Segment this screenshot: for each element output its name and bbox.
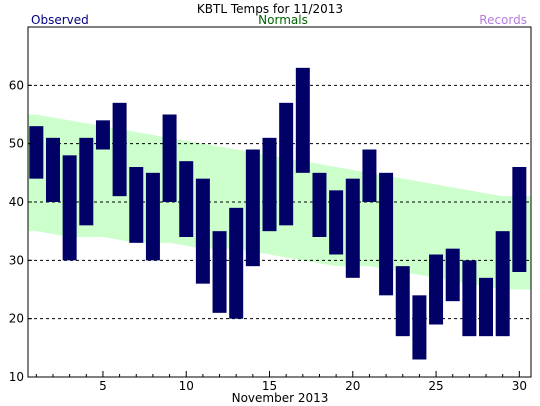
observed-bar-day-28 (479, 277, 494, 337)
observed-bar-day-27 (462, 260, 477, 337)
observed-bar-day-29 (495, 231, 510, 337)
observed-bar-day-21 (362, 149, 377, 202)
observed-bar-day-12 (212, 231, 227, 313)
observed-bar-day-19 (329, 190, 344, 255)
y-tick-label-20: 20 (9, 312, 24, 326)
y-tick-label-50: 50 (9, 137, 24, 151)
observed-bar-day-1 (29, 126, 44, 179)
observed-bar-day-16 (279, 102, 294, 226)
observed-bar-day-13 (229, 207, 244, 319)
x-axis-label: November 2013 (232, 391, 329, 405)
observed-bar-day-2 (45, 137, 60, 202)
legend-records: Records (479, 13, 527, 27)
x-tick-label-5: 5 (99, 379, 107, 393)
observed-bar-day-23 (395, 266, 410, 337)
observed-bar-day-25 (429, 254, 444, 325)
observed-bar-day-8 (145, 172, 160, 261)
observed-bar-day-9 (162, 114, 177, 202)
y-tick-label-60: 60 (9, 78, 24, 92)
observed-bar-day-17 (295, 67, 310, 173)
y-tick-label-40: 40 (9, 195, 24, 209)
chart-title: KBTL Temps for 11/2013 (197, 2, 343, 16)
observed-bar-day-24 (412, 295, 427, 360)
x-tick-label-15: 15 (262, 379, 277, 393)
x-tick-label-25: 25 (428, 379, 443, 393)
observed-bar-day-10 (179, 161, 194, 237)
y-tick-label-10: 10 (9, 370, 24, 384)
observed-bar-day-3 (62, 155, 77, 261)
observed-bar-day-4 (79, 137, 94, 226)
observed-bar-day-15 (262, 137, 277, 232)
observed-bar-day-22 (379, 172, 394, 296)
observed-bar-day-20 (345, 178, 360, 278)
observed-bars (29, 67, 527, 360)
observed-bar-day-7 (129, 167, 144, 243)
observed-bar-day-18 (312, 172, 327, 237)
axes: 10 20 30 40 50 60 5 10 15 20 25 30 (9, 26, 532, 393)
observed-bar-day-26 (445, 248, 460, 302)
x-tick-label-10: 10 (179, 379, 194, 393)
x-tick-label-30: 30 (512, 379, 527, 393)
observed-bar-day-30 (512, 167, 527, 272)
y-tick-label-30: 30 (9, 253, 24, 267)
observed-bar-day-5 (95, 120, 110, 150)
legend-normals: Normals (258, 13, 308, 27)
legend-observed: Observed (31, 13, 89, 27)
observed-bar-day-6 (112, 102, 127, 197)
observed-bar-day-14 (245, 149, 260, 267)
observed-bar-day-11 (195, 178, 210, 284)
x-tick-label-20: 20 (345, 379, 360, 393)
